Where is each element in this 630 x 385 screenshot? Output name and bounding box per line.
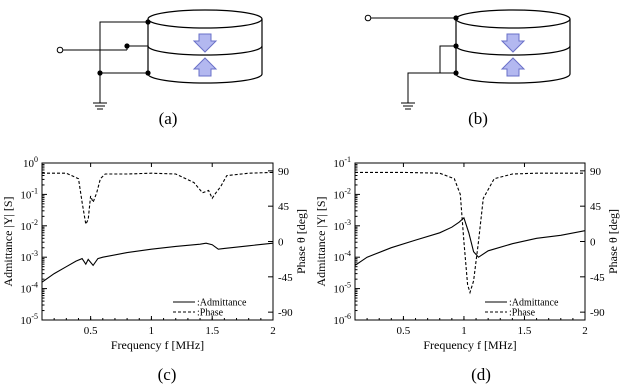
terminal-a	[56, 46, 64, 54]
y-left-tick-label: 10-5	[20, 312, 38, 327]
series-admittance-line	[355, 216, 585, 266]
node-a-ground	[97, 70, 103, 76]
node-a-bottom	[145, 70, 151, 76]
y-right-tick-label: 90	[590, 166, 602, 178]
node-b-mid	[453, 43, 459, 49]
y-left-tick-label: 10-6	[333, 312, 351, 327]
y-left-axis-label: Admittance |Y| [S]	[314, 196, 328, 286]
transducer-stack-a	[147, 9, 263, 84]
series-phase-line	[355, 171, 585, 295]
node-a-top	[145, 19, 151, 25]
y-right-tick-label: -45	[590, 272, 605, 284]
series-phase-line	[42, 171, 273, 226]
legend-label: :Admittance	[509, 298, 559, 309]
y-right-tick-label: 45	[278, 201, 290, 213]
legend-label: :Phase	[509, 308, 536, 319]
y-right-tick-label: -90	[590, 307, 605, 319]
y-right-axis-label: Phase θ [deg]	[294, 209, 308, 274]
terminal-b	[364, 14, 372, 22]
caption-a: (a)	[159, 109, 178, 128]
transducer-stack-b	[455, 9, 571, 84]
y-right-tick-label: -90	[278, 307, 293, 319]
node-a-mid	[124, 43, 130, 49]
y-left-tick-label: 100	[23, 155, 38, 170]
wiring-a	[63, 21, 148, 110]
chart-d: 0.5 1 1.5 2 10-6 10-5 10-4 10-3 10-2 10-1 -90 -45 0 4…	[314, 155, 620, 352]
y-left-tick-label: 10-3	[333, 218, 351, 233]
x-tick-label: 0.5	[397, 325, 411, 337]
x-tick-label: 1.5	[205, 325, 219, 337]
legend-label: :Admittance	[197, 298, 247, 309]
plot-frame	[354, 162, 586, 321]
y-right-axis-label: Phase θ [deg]	[606, 209, 620, 274]
y-left-tick-label: 10-5	[333, 281, 351, 296]
y-left-tick-label: 10-2	[20, 218, 38, 233]
x-tick-label: 2	[270, 325, 276, 337]
y-right-tick-label: 90	[278, 166, 290, 178]
y-right-tick-label: 0	[278, 237, 284, 249]
node-b-bottom	[453, 70, 459, 76]
plot-frame	[41, 162, 274, 321]
y-left-tick-label: 10-4	[20, 281, 38, 296]
series-admittance-line	[42, 242, 273, 283]
diagram-a: (a)	[56, 9, 263, 128]
x-axis-label: Frequency f [MHz]	[423, 338, 516, 352]
x-axis-label: Frequency f [MHz]	[111, 338, 204, 352]
polarization-arrows-b	[500, 33, 526, 77]
y-left-tick-label: 10-2	[333, 186, 351, 201]
y-left-tick-label: 10-1	[20, 186, 38, 201]
y-right-tick-label: 0	[590, 237, 596, 249]
y-left-tick-label: 10-1	[333, 155, 351, 170]
y-right-tick-label: 45	[590, 201, 602, 213]
node-b-top	[453, 15, 459, 21]
caption-b: (b)	[468, 109, 488, 128]
x-tick-label: 1.5	[518, 325, 532, 337]
x-tick-label: 0.5	[84, 325, 98, 337]
caption-d: (d)	[471, 365, 491, 384]
x-tick-label: 1	[149, 325, 155, 337]
diagram-b: (b)	[364, 9, 571, 128]
polarization-arrows-a	[192, 33, 218, 77]
y-right-tick-label: -45	[278, 272, 293, 284]
x-tick-label: 1	[461, 325, 467, 337]
chart-c: 0.5 1 1.5 2 10-5 10-4 10-3 10-2 10-1 100 -90 -45 0 45…	[1, 155, 308, 352]
y-left-tick-label: 10-3	[20, 249, 38, 264]
y-left-axis-label: Admittance |Y| [S]	[1, 196, 15, 286]
legend-label: :Phase	[197, 308, 224, 319]
caption-c: (c)	[158, 365, 177, 384]
wiring-b	[371, 17, 456, 110]
y-left-tick-label: 10-4	[333, 249, 351, 264]
x-tick-label: 2	[582, 325, 588, 337]
